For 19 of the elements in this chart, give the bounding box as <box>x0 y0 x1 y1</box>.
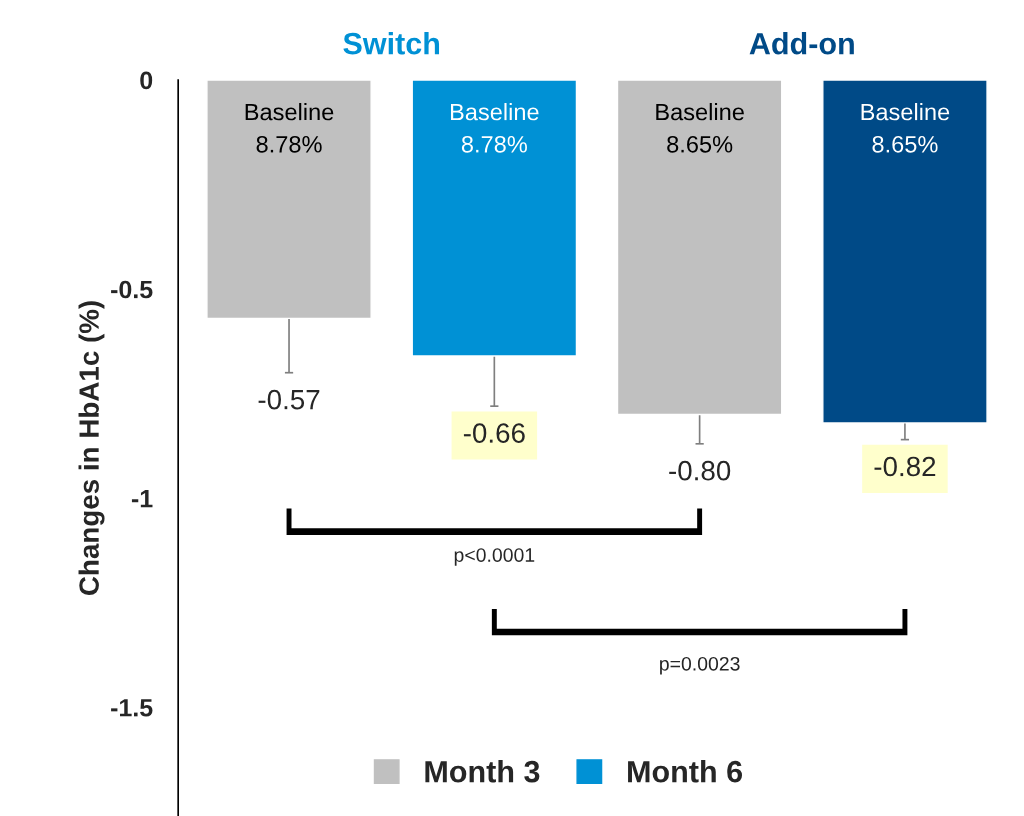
legend-label: Month 3 <box>425 760 540 783</box>
y-tick-label: 0 <box>140 71 153 90</box>
y-tick-label: -1 <box>131 490 153 508</box>
x-tick-label: Switch <box>343 32 440 55</box>
y-tick-label: -1.5 <box>111 699 153 717</box>
x-tick-label: Add-on <box>749 32 854 55</box>
data-label: -0.82 <box>874 456 936 477</box>
data-label: -0.80 <box>669 460 731 481</box>
annotation: p<0.0001 <box>454 548 535 566</box>
annotation: Baseline 8.65% <box>861 103 950 153</box>
annotation: Baseline 8.65% <box>656 103 744 153</box>
annotation: Baseline 8.78% <box>245 103 334 153</box>
y-axis-title: Changes in HbA1c (%) <box>78 301 105 595</box>
legend-label: Month 6 <box>628 760 743 783</box>
annotation: Baseline 8.78% <box>450 103 539 153</box>
y-tick-label: -0.5 <box>111 280 153 299</box>
annotation: p=0.0023 <box>660 656 740 675</box>
data-label: -0.66 <box>463 423 525 443</box>
data-label: -0.57 <box>258 389 320 410</box>
